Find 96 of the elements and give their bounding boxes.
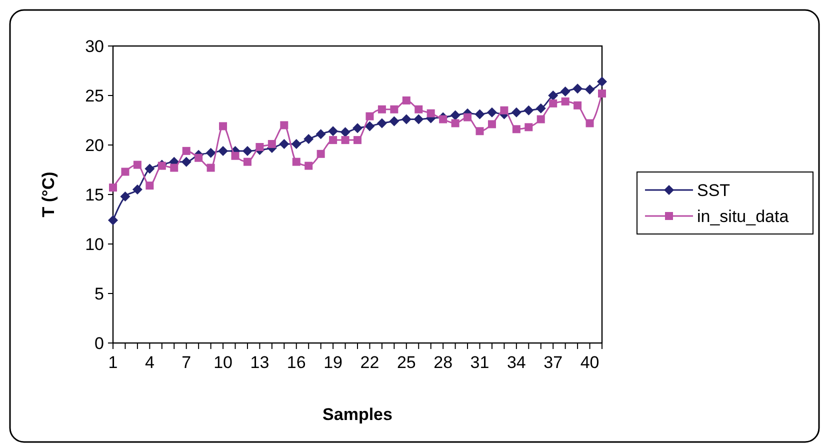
point [109, 184, 117, 192]
point [390, 105, 398, 114]
point [120, 191, 130, 202]
point [194, 154, 203, 162]
point [524, 123, 533, 132]
x-tick-label: 25 [396, 353, 416, 372]
point [450, 110, 460, 120]
point [536, 103, 546, 114]
x-tick-label: 13 [250, 353, 270, 372]
point [366, 112, 374, 120]
point [474, 109, 485, 120]
point [304, 162, 313, 170]
x-tick-label: 7 [182, 353, 192, 372]
point [206, 164, 215, 172]
point [329, 136, 338, 144]
point [316, 150, 325, 158]
point [548, 90, 558, 100]
point [328, 126, 338, 136]
point [488, 120, 496, 128]
point [146, 182, 154, 190]
point [486, 107, 497, 118]
point [181, 156, 192, 167]
point [560, 86, 570, 97]
point [378, 105, 386, 114]
y-tick-label: 15 [85, 185, 104, 204]
point [597, 76, 607, 87]
point [464, 113, 472, 122]
point [401, 114, 412, 124]
x-tick-label: 4 [144, 353, 154, 372]
point [598, 90, 606, 98]
y-tick-label: 0 [94, 334, 104, 353]
point [132, 184, 142, 195]
point [316, 129, 326, 140]
point [549, 99, 558, 108]
x-tick-label: 22 [360, 353, 380, 372]
point [108, 215, 118, 226]
point [292, 158, 300, 166]
point [512, 125, 520, 134]
point [121, 168, 130, 176]
x-tick-label: 19 [324, 353, 343, 372]
point [280, 121, 288, 130]
point [426, 109, 435, 118]
x-tick-label: 28 [434, 353, 453, 372]
point [219, 122, 228, 130]
point [133, 160, 142, 169]
point [402, 96, 410, 104]
point [231, 152, 240, 160]
y-tick-label: 10 [85, 234, 104, 254]
point [170, 164, 178, 172]
point [243, 158, 252, 166]
point [206, 148, 216, 158]
point [352, 123, 362, 134]
x-tick-label: 34 [506, 353, 526, 372]
point [476, 127, 484, 136]
point [389, 116, 400, 126]
point [340, 127, 350, 138]
y-tick-label: 30 [85, 36, 104, 56]
point [354, 136, 362, 144]
point [376, 118, 387, 128]
x-tick-label: 1 [108, 353, 118, 372]
point [268, 140, 276, 148]
point [500, 106, 508, 114]
point [586, 119, 594, 128]
point [536, 115, 545, 124]
point [144, 164, 155, 174]
x-tick-label: 10 [214, 353, 232, 372]
point [256, 142, 264, 151]
point [218, 146, 228, 156]
x-tick-label: 40 [580, 353, 600, 372]
point [511, 107, 522, 118]
point [242, 146, 252, 156]
point [439, 115, 448, 124]
point [414, 105, 423, 114]
point [291, 139, 302, 150]
y-tick-label: 25 [85, 86, 104, 106]
x-tick-label: 37 [544, 353, 563, 372]
point [304, 134, 314, 144]
x-axis-title: Samples [322, 405, 392, 424]
x-tick-label: 31 [470, 353, 490, 372]
y-tick-label: 5 [94, 284, 104, 304]
x-tick-label: 16 [286, 353, 306, 372]
point [451, 119, 460, 128]
point [561, 97, 570, 106]
point [584, 84, 595, 95]
point [572, 84, 583, 94]
point [279, 139, 290, 150]
y-tick-label: 20 [85, 136, 104, 155]
point [574, 101, 582, 110]
point [364, 121, 375, 132]
point [414, 114, 424, 124]
legend-label: SST [697, 180, 730, 200]
y-axis-title: T (°C) [39, 172, 58, 218]
point [182, 146, 190, 155]
point [524, 105, 534, 116]
point [341, 136, 350, 144]
legend-label: in_situ_data [697, 206, 790, 226]
